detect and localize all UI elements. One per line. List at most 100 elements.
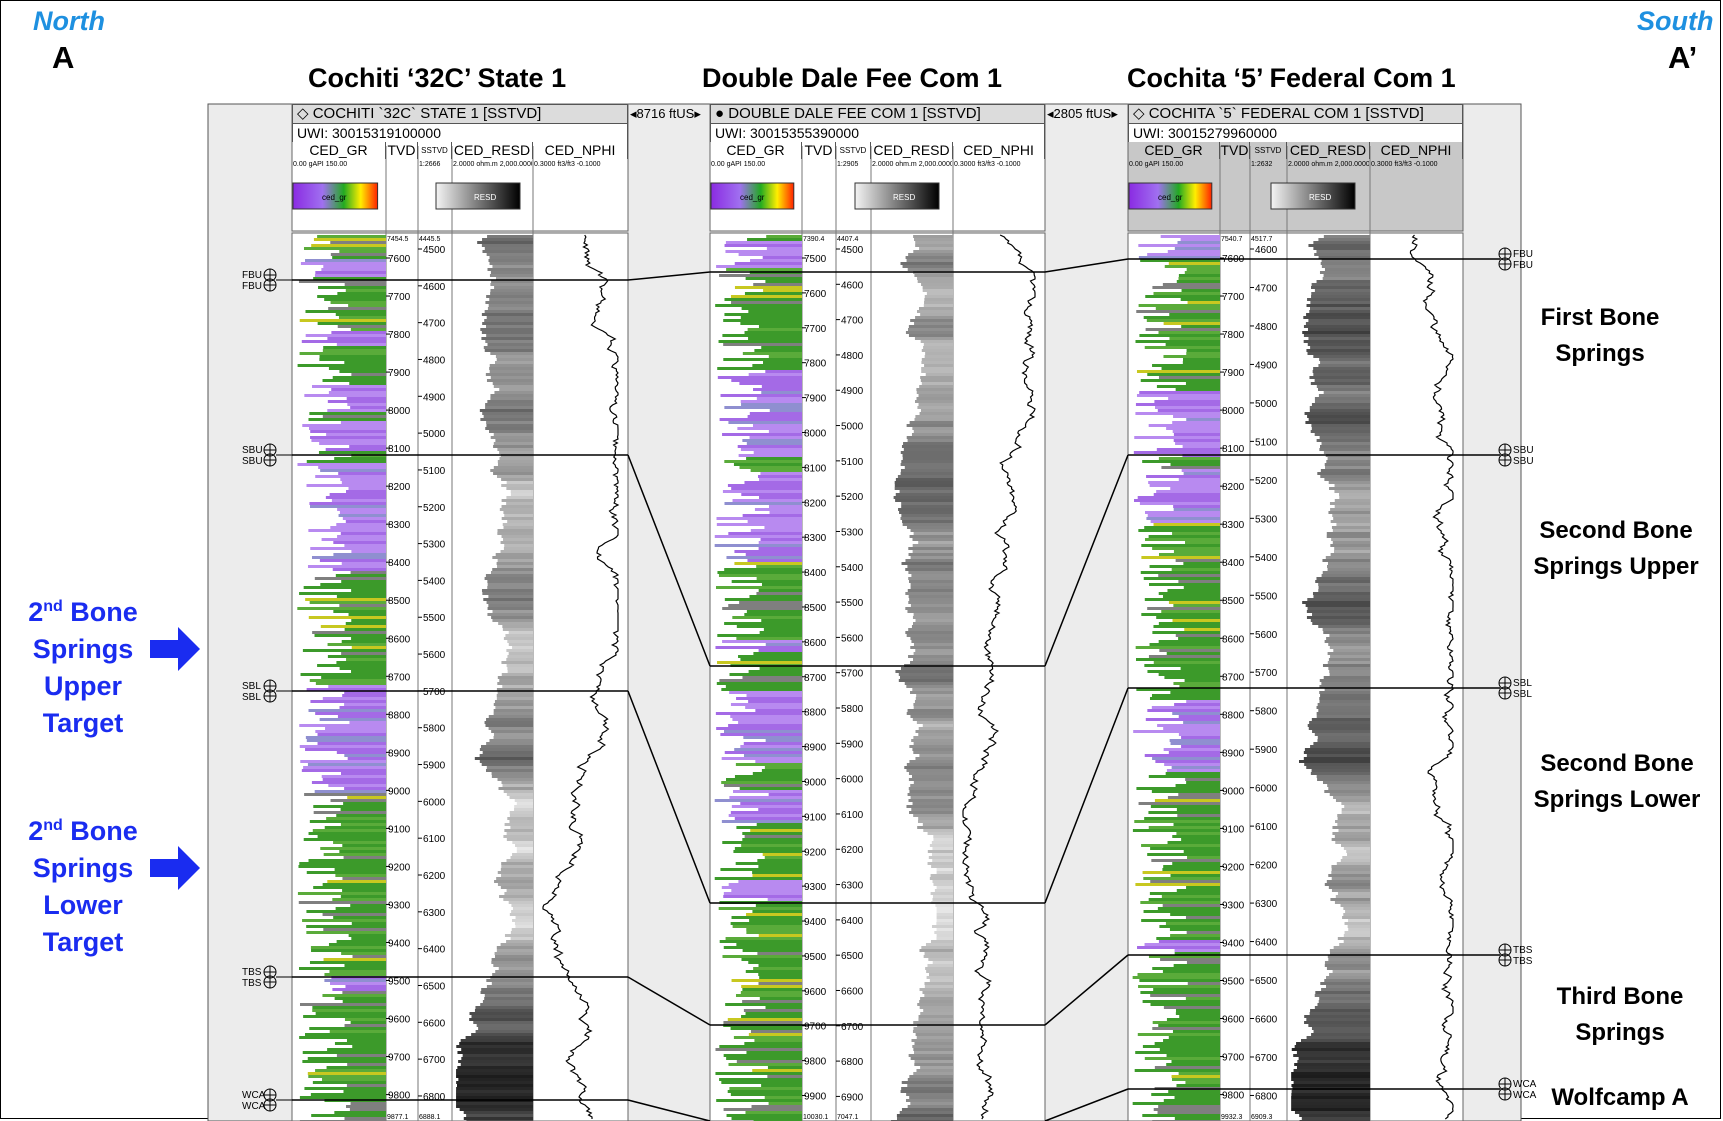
- tvd-tick-label: 8800: [388, 710, 411, 721]
- well-1-title: Cochiti ‘32C’ State 1: [308, 63, 567, 93]
- sstvd-tick-label: 5200: [1255, 476, 1278, 487]
- formation-code: SBL: [1513, 678, 1532, 689]
- tvd-tick-label: 9800: [388, 1091, 411, 1102]
- track-name-sstvd: SSTVD: [418, 142, 452, 159]
- well-3-panel: 7600770078007900800081008200830084008500…: [1127, 103, 1464, 1121]
- ss-bottom-label: 6888.1: [419, 1114, 441, 1121]
- sstvd-tick-label: 5200: [841, 492, 864, 503]
- sstvd-tick-label: 6200: [841, 845, 864, 856]
- sstvd-tick-label: 6800: [423, 1092, 446, 1103]
- sstvd-tick-label: 5800: [423, 724, 446, 735]
- tvd-tick-label: 8000: [388, 406, 411, 417]
- sstvd-tick-label: 6800: [841, 1057, 864, 1068]
- track-name-ced_gr: CED_GR: [1128, 142, 1220, 159]
- correlation-line: [627, 690, 711, 904]
- gr-scale: 0.00 gAPI 150.00: [711, 161, 766, 168]
- tvd-tick-label: 7500: [804, 254, 827, 265]
- tvd-tick-label: 7800: [388, 330, 411, 341]
- tvd-tick-label: 9700: [1222, 1053, 1245, 1064]
- tvd-tick-label: 7600: [388, 254, 411, 265]
- well-2-title: Double Dale Fee Com 1: [702, 63, 1003, 93]
- track-name-ced_resd: CED_RESD: [452, 142, 533, 159]
- tvd-tick-label: 7700: [388, 292, 411, 303]
- correlation-line: [1044, 687, 1129, 904]
- formation-code: SBL: [242, 681, 261, 692]
- tvd-tick-label: 9600: [1222, 1015, 1245, 1026]
- target-lower: 2nd Bone Springs Lower Target: [8, 807, 158, 961]
- formation-code: TBS: [242, 967, 262, 978]
- formation-code: SBU: [1513, 456, 1534, 467]
- track-name-tvd: TVD: [386, 142, 418, 159]
- sstvd-tick-label: 5900: [841, 739, 864, 750]
- formation-code: WCA: [1513, 1090, 1537, 1101]
- tvd-tick-label: 9300: [804, 882, 827, 893]
- well-header-bar: ◇ COCHITA `5` FEDERAL COM 1 [SSTVD]: [1128, 104, 1463, 124]
- sstvd-tick-label: 6700: [841, 1022, 864, 1033]
- gr-log-fill: [714, 235, 802, 1121]
- resd-log-fill: [1291, 235, 1370, 1121]
- zone-label-line: Wolfcamp A: [1551, 1084, 1689, 1111]
- tvd-tick-label: 8700: [804, 673, 827, 684]
- tvd-tick-label: 8500: [388, 596, 411, 607]
- formation-code: SBU: [242, 445, 263, 456]
- target-line-3: Lower: [43, 890, 123, 920]
- tvd-tick-label: 8200: [804, 498, 827, 509]
- sstvd-tick-label: 4600: [1255, 245, 1278, 256]
- nphi-scale: 0.3000 ft3/ft3 -0.1000: [954, 161, 1021, 168]
- tvd-tick-label: 8700: [388, 672, 411, 683]
- sstvd-track: 4500 4600 4700 4800 4900 5000 5100 5200 5300 5400…: [418, 245, 446, 1103]
- sstvd-tick-label: 4900: [1255, 360, 1278, 371]
- tvd-tick-label: 8100: [804, 463, 827, 474]
- sstvd-tick-label: 5500: [841, 598, 864, 609]
- track-header-row: CED_GR TVD SSTVD CED_RESD CED_NPHI 0.00 gAPI …: [1128, 142, 1463, 182]
- track-name-tvd: TVD: [1220, 142, 1250, 159]
- tvd-tick-label: 9700: [388, 1053, 411, 1064]
- correlation-line: [1044, 258, 1129, 273]
- sstvd-tick-label: 4600: [841, 280, 864, 291]
- sstvd-tick-label: 6600: [1255, 1015, 1278, 1026]
- sstvd-tick-label: 4900: [841, 386, 864, 397]
- tvd-tick-label: 9200: [1222, 862, 1245, 873]
- target-number: 2: [28, 597, 44, 627]
- tvd-tick-label: 7700: [1222, 292, 1245, 303]
- sstvd-scale: 1:2666: [419, 161, 441, 168]
- sstvd-tick-label: 6400: [423, 945, 446, 956]
- tvd-tick-label: 9100: [388, 824, 411, 835]
- tvd-tick-label: 7900: [1222, 368, 1245, 379]
- tvd-tick-label: 8100: [1222, 444, 1245, 455]
- sstvd-tick-label: 4500: [841, 245, 864, 256]
- zone-label-line: Springs Lower: [1533, 786, 1701, 813]
- tvd-tick-label: 9800: [804, 1057, 827, 1068]
- tvd-track: 7600 7700 7800 7900 8000 8100 8200 8300 8400 8500…: [386, 254, 411, 1102]
- sstvd-tick-label: 6400: [841, 916, 864, 927]
- tvd-tick-label: 8200: [1222, 482, 1245, 493]
- sstvd-tick-label: 5400: [841, 563, 864, 574]
- gr-legend-swatch: [1128, 182, 1213, 210]
- sstvd-tick-label: 4800: [1255, 322, 1278, 333]
- target-number: 2: [28, 816, 44, 846]
- sstvd-tick-label: 5100: [423, 466, 446, 477]
- sstvd-tick-label: 6500: [423, 981, 446, 992]
- target-line-2: Springs: [32, 853, 134, 883]
- tvd-tick-label: 9600: [804, 987, 827, 998]
- diamond-cross-icon: ◇: [1133, 105, 1149, 122]
- sstvd-track: 4600 4700 4800 4900 5000 5100 5200 5300 5400 5500…: [1250, 245, 1278, 1102]
- sstvd-tick-label: 5000: [423, 429, 446, 440]
- tvd-tick-label: 9100: [1222, 824, 1245, 835]
- arrow-right-icon: [150, 846, 200, 890]
- tvd-tick-label: 9700: [804, 1022, 827, 1033]
- tvd-tick-label: 8000: [804, 428, 827, 439]
- tvd-tick-label: 8000: [1222, 406, 1245, 417]
- tvd-tick-label: 9000: [804, 777, 827, 788]
- resd-log-fill: [891, 235, 953, 1121]
- tvd-tick-label: 9300: [388, 900, 411, 911]
- formation-code: TBS: [242, 978, 262, 989]
- track-name-ced_nphi: CED_NPHI: [953, 142, 1045, 159]
- filled-circle-icon: ●: [715, 105, 729, 122]
- tvd-tick-label: 7700: [804, 324, 827, 335]
